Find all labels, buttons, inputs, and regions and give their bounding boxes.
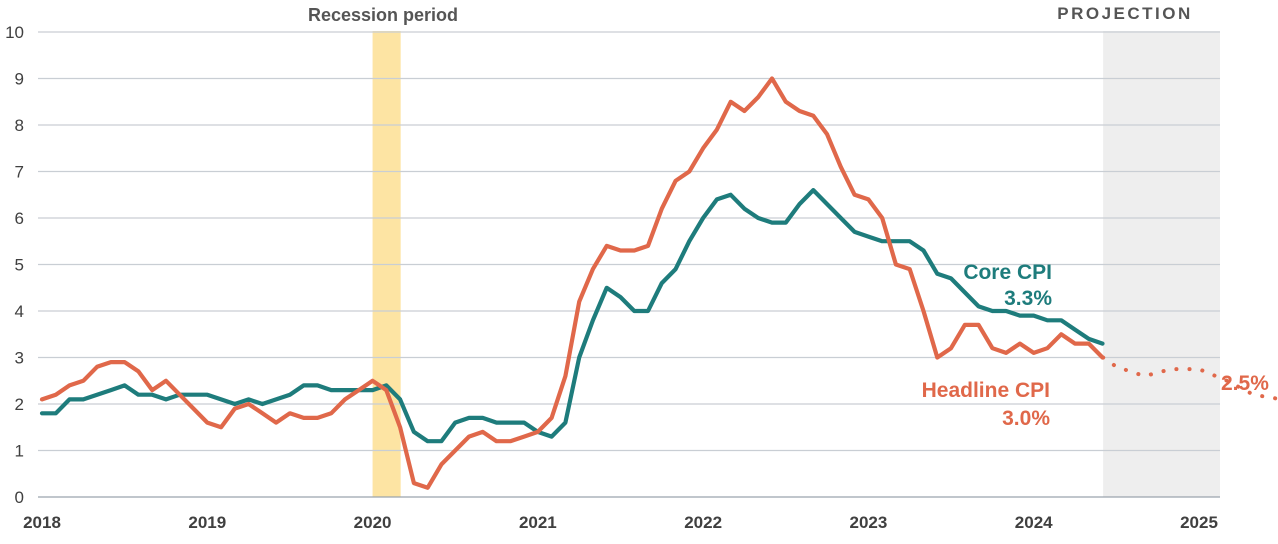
core-cpi-label: Core CPI xyxy=(963,261,1052,284)
projection-value-label: 2.5% xyxy=(1221,372,1269,395)
x-tick-label: 2025 xyxy=(1180,513,1218,532)
headline-cpi-line xyxy=(39,76,1105,490)
y-tick-label: 7 xyxy=(15,163,24,182)
series-lines xyxy=(39,76,1278,490)
y-axis: 0 1 2 3 4 5 6 7 8 9 10 xyxy=(5,23,24,507)
y-tick-label: 4 xyxy=(15,302,24,321)
gridlines xyxy=(38,31,1220,498)
projection-label: PROJECTION xyxy=(1057,4,1193,23)
x-axis: 2018 2019 2020 2021 2022 2023 2024 2025 xyxy=(23,513,1218,532)
x-tick-label: 2019 xyxy=(188,513,226,532)
x-tick-label: 2024 xyxy=(1015,513,1053,532)
series-labels: Recession period PROJECTION Core CPI 3.3… xyxy=(308,4,1269,430)
x-tick-label: 2018 xyxy=(23,513,61,532)
y-tick-label: 0 xyxy=(15,488,24,507)
y-tick-label: 2 xyxy=(15,395,24,414)
recession-period-label: Recession period xyxy=(308,5,458,25)
headline-cpi-projection-line xyxy=(1101,355,1278,401)
y-tick-label: 3 xyxy=(15,349,24,368)
x-tick-label: 2021 xyxy=(519,513,557,532)
y-tick-label: 10 xyxy=(5,23,24,42)
headline-cpi-label: Headline CPI xyxy=(922,379,1050,402)
headline-cpi-value-label: 3.0% xyxy=(1002,407,1050,430)
x-tick-label: 2022 xyxy=(684,513,722,532)
core-cpi-line xyxy=(39,188,1105,444)
core-cpi-value-label: 3.3% xyxy=(1004,287,1052,310)
y-tick-label: 9 xyxy=(15,70,24,89)
x-tick-label: 2020 xyxy=(354,513,392,532)
y-tick-label: 8 xyxy=(15,116,24,135)
y-tick-label: 6 xyxy=(15,209,24,228)
y-tick-label: 5 xyxy=(15,256,24,275)
x-tick-label: 2023 xyxy=(850,513,888,532)
y-tick-label: 1 xyxy=(15,442,24,461)
